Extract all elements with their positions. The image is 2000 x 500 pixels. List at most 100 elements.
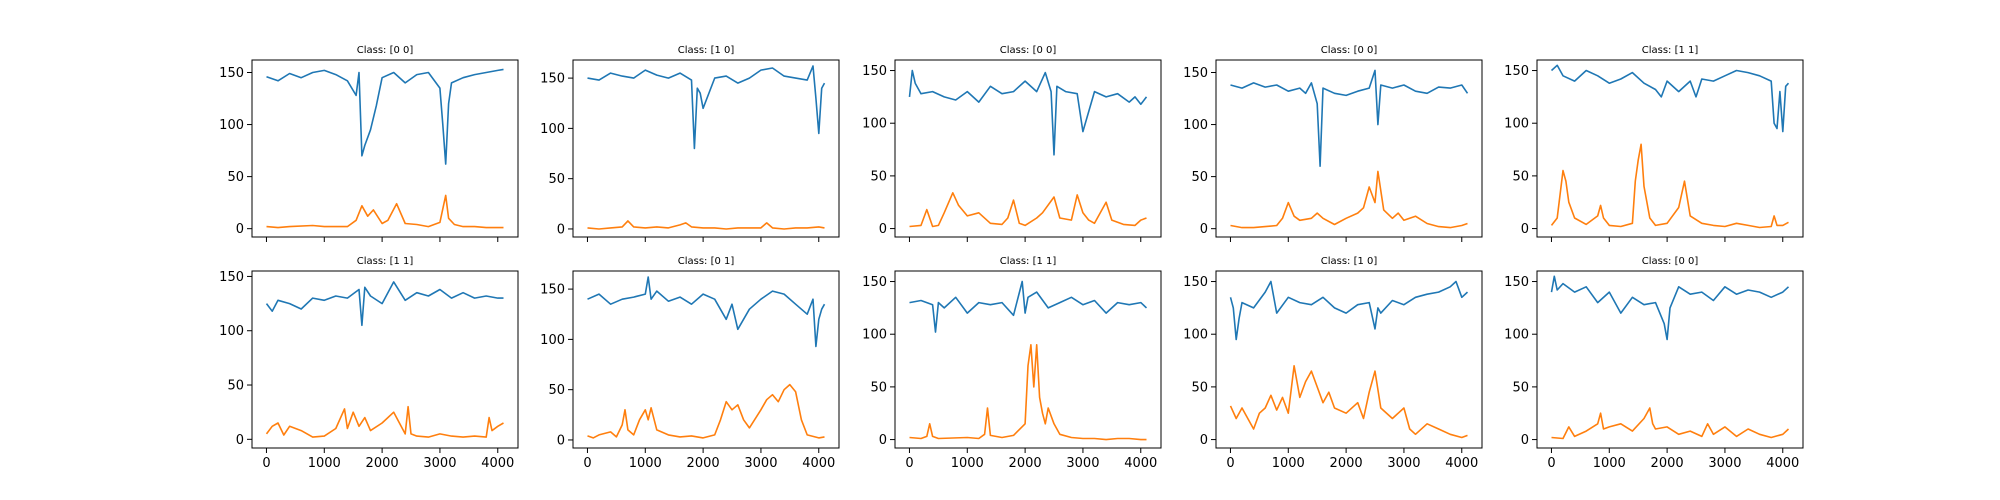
y-tick-label: 0 [1521,433,1529,448]
series-line-1 [587,276,826,348]
x-tick-label: 2000 [1330,456,1363,471]
x-tick-label: 1000 [308,456,341,471]
x-tick-label: 4000 [802,456,835,471]
subplot-title: Class: [0 0] [1000,45,1057,56]
subplot-7: Class: [0 1] 0 50 100 150 0 1000 2000 3000 4000 [540,256,840,471]
x-tick-label: 1000 [1272,456,1305,471]
x-tick-label: 1000 [629,456,662,471]
y-tick-label: 150 [1183,66,1208,81]
x-tick-label: 3000 [1066,456,1099,471]
subplot-5: Class: [1 1] 0 50 100 150 [1504,45,1804,242]
series-line-2 [1229,365,1468,439]
x-tick-label: 2000 [1009,456,1042,471]
y-tick-label: 0 [1521,222,1529,237]
y-tick-label: 0 [879,433,887,448]
x-tick-label: 3000 [744,456,777,471]
y-tick-label: 50 [870,169,887,184]
x-tick-label: 4000 [1766,456,1799,471]
subplot-1: Class: [0 0] 0 50 100 150 [219,45,519,242]
series-line-1 [908,69,1148,156]
plot-frame [251,270,519,449]
y-tick-label: 150 [1504,64,1529,79]
y-tick-label: 150 [540,72,565,87]
x-tick-label: 3000 [423,456,456,471]
y-tick-label: 50 [1512,169,1529,184]
y-tick-label: 100 [219,118,244,133]
subplot-4: Class: [0 0] 0 50 100 150 [1183,45,1483,242]
y-tick-label: 150 [540,283,565,298]
y-tick-label: 150 [1183,275,1208,290]
y-tick-label: 0 [1200,433,1208,448]
subplot-title: Class: [0 0] [1642,256,1699,267]
plot-frame [1215,59,1483,238]
subplot-3: Class: [0 0] 0 50 100 150 [862,45,1162,242]
x-tick-label: 3000 [1708,456,1741,471]
series-line-2 [587,220,825,230]
y-tick-label: 0 [1200,222,1208,237]
y-tick-label: 50 [548,172,565,187]
x-tick-label: 2000 [1651,456,1684,471]
y-tick-label: 100 [540,122,565,137]
plot-frame [572,59,840,238]
plot-frame [1536,59,1804,238]
y-tick-label: 100 [862,117,887,132]
subplot-8: Class: [1 1] 0 50 100 150 0 1000 2000 3000 4000 [862,256,1162,471]
x-tick-label: 0 [262,456,270,471]
plot-frame [1536,270,1804,449]
y-tick-label: 50 [1191,170,1208,185]
series-line-2 [266,194,504,229]
series-line-1 [265,281,504,327]
x-tick-label: 4000 [481,456,514,471]
series-line-2 [909,192,1147,228]
y-tick-label: 100 [862,328,887,343]
series-line-1 [1230,69,1469,167]
series-line-1 [266,68,504,165]
x-tick-label: 1000 [951,456,984,471]
x-tick-label: 0 [583,456,591,471]
x-tick-label: 4000 [1124,456,1157,471]
y-tick-label: 0 [557,222,565,237]
plot-frame [572,270,840,449]
x-tick-label: 2000 [366,456,399,471]
subplot-title: Class: [1 0] [678,45,735,56]
y-tick-label: 150 [219,66,244,81]
series-line-1 [1550,275,1790,341]
subplot-title: Class: [0 1] [678,256,735,267]
y-tick-label: 0 [879,222,887,237]
y-tick-label: 50 [1191,380,1208,395]
x-tick-label: 4000 [1445,456,1478,471]
series-line-2 [1551,407,1790,440]
series-line-1 [1550,64,1790,133]
y-tick-label: 0 [557,433,565,448]
y-tick-label: 50 [870,380,887,395]
subplot-2: Class: [1 0] 0 50 100 150 [540,45,840,242]
y-tick-label: 100 [219,324,244,339]
plot-frame [894,270,1162,449]
x-tick-label: 0 [1547,456,1555,471]
x-tick-label: 1000 [1593,456,1626,471]
y-tick-label: 0 [236,433,244,448]
y-tick-label: 150 [219,270,244,285]
series-line-1 [1229,280,1469,341]
y-tick-label: 0 [236,222,244,237]
y-tick-label: 100 [1183,118,1208,133]
series-line-2 [587,383,825,439]
series-line-1 [909,280,1148,333]
x-tick-label: 2000 [687,456,720,471]
subplot-10: Class: [0 0] 0 50 100 150 0 1000 2000 3000 4000 [1504,256,1804,471]
plot-frame [251,59,519,238]
y-tick-label: 150 [1504,275,1529,290]
subplot-6: Class: [1 1] 0 50 100 150 0 1000 2000 3000 4000 [219,256,519,471]
x-tick-label: 0 [905,456,913,471]
y-tick-label: 100 [540,333,565,348]
subplot-title: Class: [1 1] [1000,256,1057,267]
series-line-2 [265,405,504,438]
y-tick-label: 100 [1504,328,1529,343]
subplot-title: Class: [0 0] [357,45,414,56]
plot-frame [1215,270,1483,449]
subplot-title: Class: [1 1] [357,256,414,267]
x-tick-label: 0 [1226,456,1234,471]
series-line-2 [1230,170,1468,229]
subplot-title: Class: [0 0] [1321,45,1378,56]
